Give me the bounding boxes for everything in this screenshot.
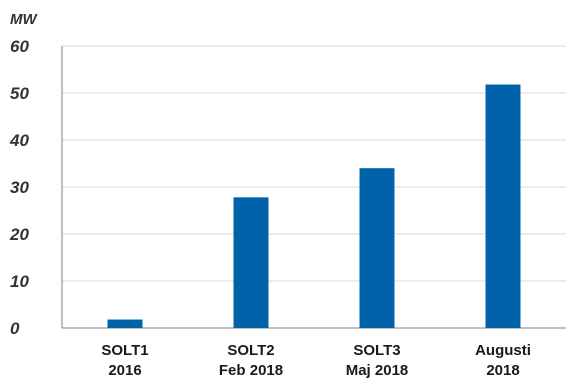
x-tick-label-line: Augusti	[475, 342, 531, 359]
x-tick-label-line: SOLT2	[227, 342, 274, 359]
y-tick-label: 30	[10, 178, 29, 197]
bar-3	[359, 168, 395, 328]
bar-1	[107, 319, 143, 328]
y-tick-label: 50	[10, 84, 29, 103]
x-tick-label: Augusti 2018	[475, 342, 531, 379]
y-tick-label: 40	[9, 131, 29, 150]
y-tick-label: 10	[10, 272, 29, 291]
x-tick-label-line: SOLT3	[353, 342, 400, 359]
y-tick-label: 0	[10, 319, 20, 338]
y-tick-label: 20	[9, 225, 29, 244]
x-tick-label-line: 2018	[486, 362, 519, 379]
x-tick-label: SOLT2 Feb 2018	[219, 342, 283, 379]
bar-2	[233, 197, 269, 328]
x-tick-label: SOLT3 Maj 2018	[346, 342, 409, 379]
y-tick-label: 60	[10, 37, 29, 56]
bar-4	[485, 84, 521, 328]
y-axis-unit-label: MW	[10, 11, 38, 28]
x-tick-label-line: 2016	[108, 362, 141, 379]
x-tick-label: SOLT1 2016	[101, 342, 148, 379]
x-tick-label-line: Feb 2018	[219, 362, 283, 379]
x-tick-label-line: Maj 2018	[346, 362, 409, 379]
x-tick-label-line: SOLT1	[101, 342, 148, 359]
